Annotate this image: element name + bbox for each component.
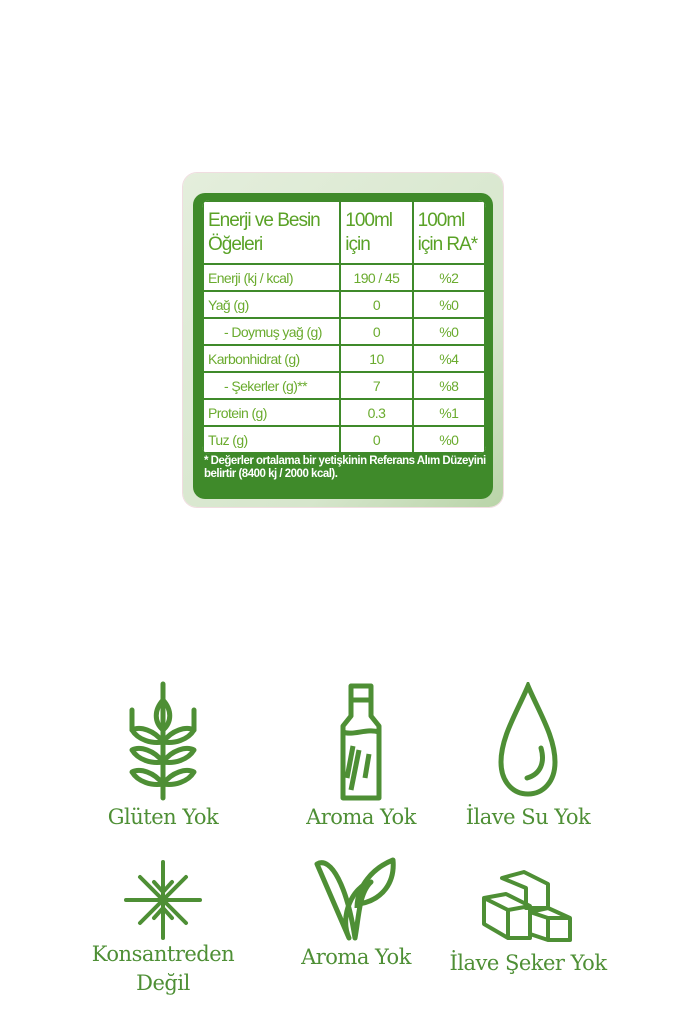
wheat-icon	[129, 681, 197, 801]
ra-value: %0	[411, 290, 486, 319]
table-row: Karbonhidrat (g) 10 %4	[202, 344, 486, 373]
bottle-icon	[340, 683, 382, 801]
table-row: - Doymuş yağ (g) 0 %0	[202, 317, 486, 346]
table-row: Tuz (g) 0 %0	[202, 425, 486, 454]
table-row: Enerji (kj / kcal) 190 / 45 %2	[202, 263, 486, 292]
nutrition-facts-card: Enerji ve Besin Öğeleri 100ml için 100ml…	[183, 173, 503, 507]
table-row: Protein (g) 0.3 %1	[202, 398, 486, 427]
nutrient-name: Yağ (g)	[202, 290, 342, 319]
feature-label: İlave Şeker Yok	[449, 951, 607, 975]
feature-no-added-water: İlave Su Yok	[438, 682, 618, 832]
nutrient-name: Protein (g)	[202, 398, 342, 427]
nutrient-name: Tuz (g)	[202, 425, 342, 454]
per-100ml-value: 10	[339, 344, 414, 373]
feature-label: İlave Su Yok	[465, 805, 591, 829]
footnote: * Değerler ortalama bir yetişkinin Refer…	[204, 455, 486, 480]
leaf-v-icon	[314, 857, 396, 941]
per-100ml-value: 0.3	[339, 398, 414, 427]
nutrient-name: Karbonhidrat (g)	[202, 344, 342, 373]
water-drop-icon	[498, 682, 558, 797]
feature-no-aroma: Aroma Yok	[271, 682, 451, 832]
feature-no-added-sugar: İlave Şeker Yok	[438, 868, 618, 979]
ra-value: %0	[411, 317, 486, 346]
feature-label: Aroma Yok	[306, 805, 416, 829]
feature-label: Konsantreden Değil	[91, 942, 235, 995]
header-per-100ml: 100ml için	[339, 200, 414, 265]
ra-value: %1	[411, 398, 486, 427]
feature-not-from-concentrate: Konsantreden Değil	[73, 860, 253, 998]
nutrient-name: - Doymuş yağ (g)	[202, 317, 342, 346]
feature-label: Glüten Yok	[107, 805, 219, 829]
nutrient-name: - Şekerler (g)**	[202, 371, 342, 400]
nutrient-name: Enerji (kj / kcal)	[202, 263, 342, 292]
feature-gluten-free: Glüten Yok	[73, 680, 253, 832]
table-row: - Şekerler (g)** 7 %8	[202, 371, 486, 400]
header-ra: 100ml için RA*	[411, 200, 486, 265]
ra-value: %2	[411, 263, 486, 292]
per-100ml-value: 0	[339, 425, 414, 454]
table-header-row: Enerji ve Besin Öğeleri 100ml için 100ml…	[202, 200, 486, 265]
per-100ml-value: 7	[339, 371, 414, 400]
ra-value: %4	[411, 344, 486, 373]
feature-label: Aroma Yok	[301, 945, 411, 969]
per-100ml-value: 190 / 45	[339, 263, 414, 292]
nutrition-panel: Enerji ve Besin Öğeleri 100ml için 100ml…	[193, 193, 493, 499]
header-nutrients: Enerji ve Besin Öğeleri	[202, 200, 342, 265]
ra-value: %8	[411, 371, 486, 400]
table-row: Yağ (g) 0 %0	[202, 290, 486, 319]
ra-value: %0	[411, 425, 486, 454]
concentrate-arrows-icon	[124, 860, 202, 940]
per-100ml-value: 0	[339, 290, 414, 319]
sugar-cubes-icon	[482, 870, 572, 942]
per-100ml-value: 0	[339, 317, 414, 346]
nutrition-table: Enerji ve Besin Öğeleri 100ml için 100ml…	[202, 200, 486, 454]
feature-no-aroma-2: Aroma Yok	[266, 856, 446, 972]
